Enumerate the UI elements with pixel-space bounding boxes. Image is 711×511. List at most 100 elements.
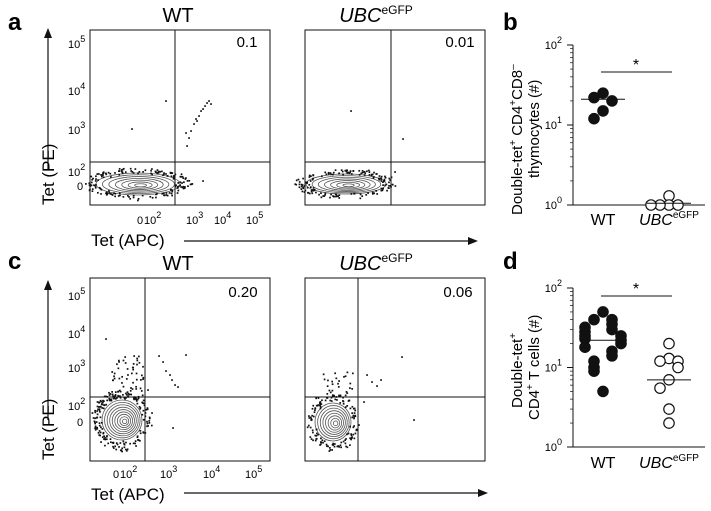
plot-c1-event-104 xyxy=(99,399,102,402)
plot-a2-event-148 xyxy=(361,195,364,197)
plot-c2-event-52 xyxy=(352,407,355,410)
plot-a2-event-4 xyxy=(373,171,375,174)
plot-a2-event-150 xyxy=(312,177,314,180)
plot-c1-event-193 xyxy=(138,361,141,364)
plot-c1-event-231 xyxy=(125,393,128,396)
plot-c1-event-145 xyxy=(98,408,101,411)
plot-a2-event-65 xyxy=(329,172,332,174)
plot-a2-event-26 xyxy=(309,186,312,188)
plot-a1-event-52 xyxy=(177,189,180,192)
plot-a1-event-61 xyxy=(180,173,183,176)
plot-c1-event-223 xyxy=(132,363,135,365)
plot-a2-event-81 xyxy=(382,187,384,190)
y-tick-1e5-a: 105 xyxy=(68,34,85,51)
plot-a1-event-88 xyxy=(118,173,121,176)
plot-a1-event-159 xyxy=(173,174,175,177)
plot-c1-event-186 xyxy=(119,395,121,398)
plot-c2-event-90 xyxy=(327,445,329,448)
plot-c1-event-220 xyxy=(119,396,122,399)
x-arrowhead-a xyxy=(468,237,478,245)
plot-c1-event-143 xyxy=(129,389,132,392)
plot-c1-event-70 xyxy=(116,397,118,399)
plot-c2-title: UBCeGFP xyxy=(339,251,413,275)
plot-a2-event-91 xyxy=(324,192,327,195)
plot-a1-event-50 xyxy=(117,195,120,197)
plot-a1-event-168 xyxy=(121,170,123,173)
panel-letter-b: b xyxy=(503,9,518,36)
plot-a2-event-105 xyxy=(389,179,392,181)
plot-a1-event-82 xyxy=(177,182,180,184)
plot-a1-event-163 xyxy=(89,183,92,186)
panel-d-significance-star: * xyxy=(633,281,639,298)
plot-a1-event-123 xyxy=(97,179,99,181)
plot-c1-event-2 xyxy=(104,438,107,441)
plot-c1-event-93 xyxy=(100,400,102,403)
plot-a1-event-99 xyxy=(181,175,184,178)
plot-c1-event-240 xyxy=(105,338,107,340)
plot-c1-title: WT xyxy=(162,253,193,275)
plot-a2-event-128 xyxy=(348,172,351,175)
plot-a1-event-47 xyxy=(150,169,152,172)
plot-c2-event-22 xyxy=(352,426,355,429)
plot-a2-event-62 xyxy=(390,176,393,179)
plot-c1-event-173 xyxy=(137,439,139,441)
plot-a1-event-14 xyxy=(171,194,174,197)
plot-a2-event-71 xyxy=(380,175,383,178)
plot-c1-event-211 xyxy=(140,390,143,392)
panel-d-point-1-2 xyxy=(654,355,666,368)
plot-a2-event-86 xyxy=(386,189,388,192)
plot-a2-event-90 xyxy=(301,184,304,186)
x-tick-1e5-c: 105 xyxy=(245,464,262,481)
plot-c1-event-169 xyxy=(142,399,145,402)
plot-a2-event-158 xyxy=(338,197,341,199)
plot-c2-event-34 xyxy=(344,394,347,397)
plot-c2-event-28 xyxy=(352,414,355,417)
plot-a2-event-59 xyxy=(370,174,373,177)
plot-a2-title: UBCeGFP xyxy=(339,3,413,27)
panel-b: 100 101 102 Double-tet+ CD4+CD8– thymocyte… xyxy=(508,35,705,229)
plot-a1-event-174 xyxy=(190,130,192,132)
plot-a1-event-135 xyxy=(111,194,114,196)
plot-c1-event-206 xyxy=(139,387,142,390)
plot-c1-event-222 xyxy=(112,395,115,398)
plot-c2-event-115 xyxy=(353,425,355,427)
plot-c1-event-25 xyxy=(103,395,106,398)
x-arrowhead-c xyxy=(478,489,488,497)
plot-c1-event-166 xyxy=(133,398,136,401)
plot-c2-event-17 xyxy=(349,444,351,446)
plot-c1-contour-level-5 xyxy=(111,409,135,433)
plot-a1-event-177 xyxy=(198,115,200,117)
plot-c1-event-183 xyxy=(117,367,120,370)
plot-a2-event-160 xyxy=(350,110,352,112)
plot-a1-event-107 xyxy=(184,178,187,180)
plot-c1-contour-level-9 xyxy=(101,399,143,441)
x-tick-1e2-a: 102 xyxy=(144,210,161,227)
plot-c1-event-210 xyxy=(110,398,112,401)
plot-c1-event-243 xyxy=(165,370,167,372)
plot-c2-event-98 xyxy=(314,407,317,409)
plot-c2-event-165 xyxy=(366,374,368,376)
plot-c2-event-86 xyxy=(309,436,312,438)
plot-c2-event-75 xyxy=(354,409,357,412)
plot-a1-percentage: 0.1 xyxy=(237,34,258,51)
plot-a2-event-17 xyxy=(349,171,351,174)
plot-a2-event-118 xyxy=(382,184,384,187)
plot-c1-event-129 xyxy=(100,426,102,429)
plot-c1-event-238 xyxy=(133,355,136,357)
plot-a1-event-23 xyxy=(176,187,179,189)
plot-a1-event-79 xyxy=(161,192,164,195)
plot-c2-event-101 xyxy=(312,415,315,418)
plot-a2-event-12 xyxy=(302,186,305,188)
plot-a2-frame xyxy=(304,29,486,206)
plot-c2-event-62 xyxy=(342,400,344,402)
plot-c1-event-239 xyxy=(113,372,116,375)
plot-c1-event-22 xyxy=(108,391,110,394)
plot-c1-event-152 xyxy=(94,427,96,430)
panel-d-y-tick-label-1: 101 xyxy=(545,358,562,375)
plot-a1-event-93 xyxy=(172,176,175,179)
plot-a2-event-25 xyxy=(294,183,297,186)
plot-a1-event-166 xyxy=(165,192,168,194)
plot-a2-event-99 xyxy=(361,171,364,174)
plot-a2-event-152 xyxy=(378,178,381,181)
plot-c1-event-37 xyxy=(110,399,113,402)
